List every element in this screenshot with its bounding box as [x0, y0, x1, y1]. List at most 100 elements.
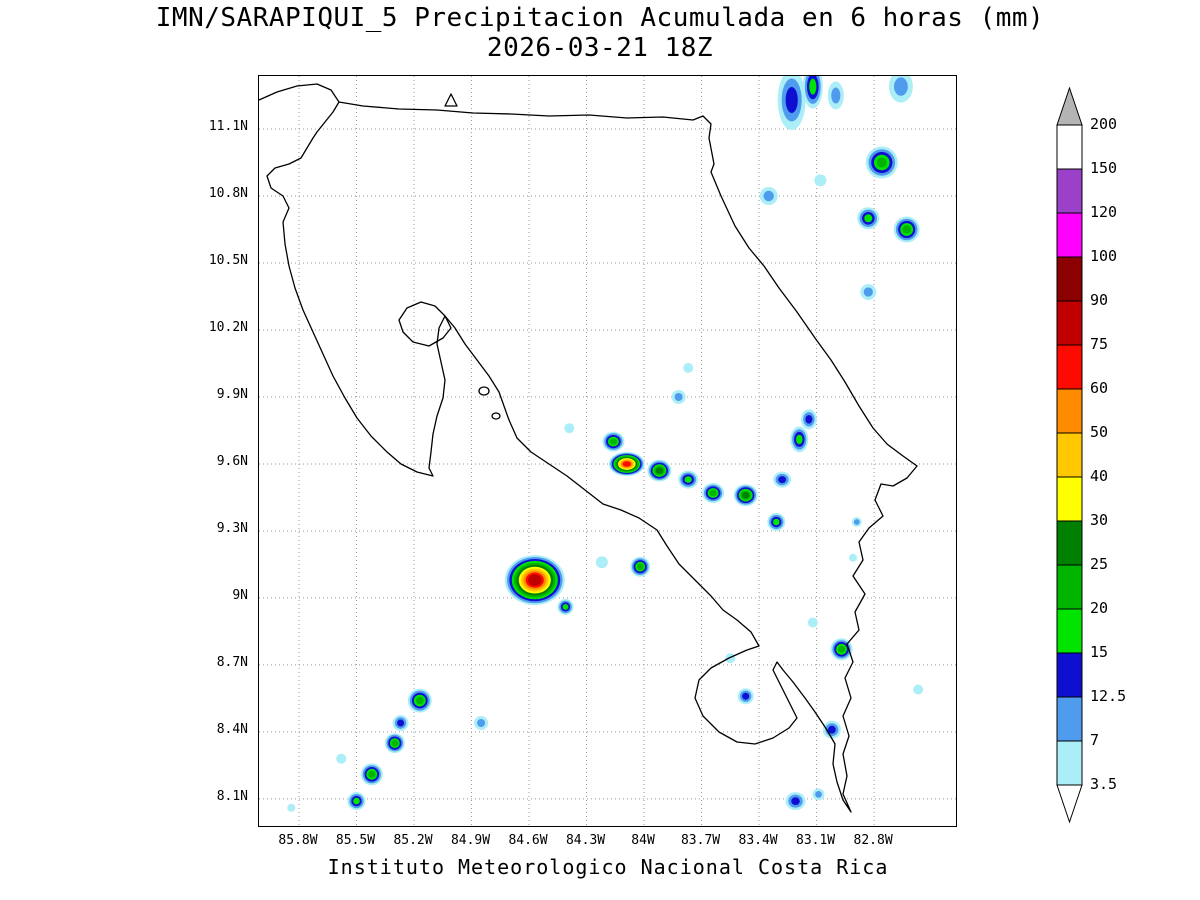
- colorbar-tick-label: 150: [1090, 159, 1118, 177]
- precip-contour: [368, 770, 376, 778]
- colorbar-segment: [1056, 432, 1083, 478]
- colorbar-segment: [1056, 696, 1083, 742]
- colorbar-segment: [1056, 256, 1083, 302]
- colorbar-arrow-down: [1056, 784, 1083, 824]
- precip-cell: [407, 688, 432, 713]
- precip-cell: [671, 390, 686, 404]
- colorbar-tick-label: 3.5: [1090, 775, 1118, 793]
- coastline-path: [491, 412, 501, 420]
- latitude-tick-label: 8.1N: [216, 788, 248, 804]
- precip-cell: [564, 423, 575, 434]
- precipitation-colorbar: [1052, 85, 1132, 825]
- latitude-tick-label: 9.6N: [216, 453, 248, 469]
- colorbar-tick-label: 12.5: [1090, 687, 1127, 705]
- precip-contour: [805, 415, 813, 424]
- coastline-path: [478, 386, 490, 396]
- precip-contour: [674, 393, 683, 401]
- colorbar-segment: [1056, 168, 1083, 214]
- colorbar-tick-label: 60: [1090, 379, 1109, 397]
- latitude-tick-label: 10.8N: [208, 185, 248, 201]
- longitude-tick-label: 85.8W: [278, 833, 318, 848]
- precip-contour: [807, 617, 818, 628]
- colorbar-segment: [1056, 652, 1083, 698]
- precip-cell: [759, 187, 778, 205]
- precip-contour: [791, 797, 800, 805]
- precip-contour: [725, 653, 736, 664]
- precip-contour: [353, 797, 360, 805]
- precip-cell: [767, 513, 786, 531]
- precip-contour: [709, 489, 717, 497]
- precip-contour: [609, 438, 617, 445]
- precip-cell: [702, 483, 725, 503]
- colorbar-tick-label: 100: [1090, 247, 1118, 265]
- precip-cell: [785, 792, 806, 811]
- colorbar-segment: [1056, 212, 1083, 258]
- precip-cell: [602, 431, 625, 452]
- precip-contour: [809, 78, 817, 95]
- precip-contour: [564, 423, 575, 434]
- precip-contour: [683, 362, 694, 373]
- precip-contour: [876, 157, 887, 168]
- colorbar-tick-label: 50: [1090, 423, 1109, 441]
- precip-cell: [683, 362, 694, 373]
- precip-contour: [336, 753, 347, 764]
- colorbar-tick-label: 200: [1090, 115, 1118, 133]
- coastline: [259, 83, 918, 813]
- latitude-tick-label: 9.3N: [216, 520, 248, 536]
- precip-contour: [902, 225, 911, 234]
- precip-contour: [863, 287, 873, 297]
- precip-cell: [737, 688, 754, 705]
- precip-cell: [851, 517, 862, 527]
- colorbar-tick-label: 20: [1090, 599, 1109, 617]
- precip-contour: [773, 518, 780, 526]
- precip-contour: [562, 604, 569, 610]
- coastline-path: [259, 83, 918, 813]
- longitude-tick-label: 85.5W: [335, 833, 376, 848]
- precip-cell: [287, 803, 296, 812]
- precip-cell: [790, 426, 809, 453]
- colorbar-segment: [1056, 740, 1083, 786]
- precip-contour: [655, 467, 663, 474]
- precip-cell: [777, 76, 806, 130]
- precip-contour: [763, 190, 774, 202]
- precip-contour: [814, 174, 827, 187]
- colorbar-segment: [1056, 520, 1083, 566]
- chart-title: IMN/SARAPIQUI_5 Precipitacion Acumulada …: [155, 3, 1045, 33]
- precip-contour: [622, 461, 631, 467]
- colorbar-tick-label: 75: [1090, 335, 1109, 353]
- precip-contour: [778, 476, 786, 484]
- precip-contour: [913, 684, 924, 695]
- precip-contour: [828, 725, 836, 734]
- precip-contour: [287, 803, 296, 812]
- longitude-axis: 85.8W 85.5W 85.2W 84.9W 84.6W 84.3W 84W 83.7W 83…: [258, 833, 958, 853]
- precip-contour: [528, 574, 542, 586]
- precip-contour: [785, 87, 798, 113]
- colorbar-segment: [1056, 344, 1083, 390]
- colorbar-tick-label: 90: [1090, 291, 1109, 309]
- precip-cell: [913, 684, 924, 695]
- coastline-path: [444, 93, 458, 107]
- colorbar-tick-label: 120: [1090, 203, 1118, 221]
- precip-contour: [853, 519, 860, 525]
- precip-cell: [773, 471, 792, 488]
- map-canvas: [259, 76, 956, 826]
- precip-contour: [742, 492, 750, 499]
- precip-contour: [397, 719, 405, 727]
- precip-cell: [807, 617, 818, 628]
- longitude-tick-label: 84.3W: [565, 833, 606, 848]
- precip-cell: [827, 81, 844, 110]
- precip-contour: [742, 692, 750, 700]
- precip-cell: [347, 792, 366, 811]
- latitude-tick-label: 10.5N: [208, 252, 248, 268]
- longitude-tick-label: 85.2W: [393, 833, 433, 848]
- precip-contour: [894, 77, 908, 96]
- precipitation-cells: [287, 76, 924, 812]
- precip-cell: [647, 459, 672, 482]
- precip-contour: [815, 791, 822, 798]
- precip-cell: [630, 556, 651, 577]
- precip-cell: [733, 484, 758, 507]
- longitude-tick-label: 84.6W: [508, 833, 548, 848]
- latitude-tick-label: 9.9N: [216, 386, 248, 402]
- latitude-tick-label: 11.1N: [208, 119, 248, 134]
- precip-cell: [893, 216, 920, 243]
